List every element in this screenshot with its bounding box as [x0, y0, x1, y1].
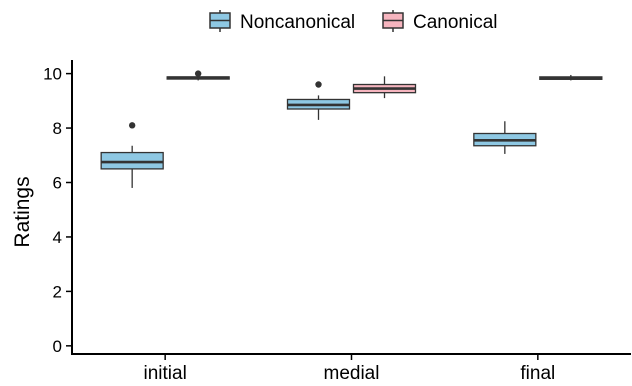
- y-tick-label: 6: [53, 174, 62, 193]
- y-tick-label: 8: [53, 119, 62, 138]
- x-tick-label: initial: [144, 363, 187, 381]
- legend-noncanonical-label: Noncanonical: [240, 12, 355, 33]
- box-canonical-medial: [352, 76, 417, 99]
- y-axis-ticks: 0 2 4 6 8 10: [43, 65, 72, 356]
- x-axis-ticks: initial medial final: [144, 354, 555, 384]
- legend-item-canonical: Canonical: [382, 10, 498, 33]
- outlier-point: [194, 70, 202, 77]
- box-body: [100, 151, 164, 170]
- outlier-point: [128, 122, 136, 129]
- y-axis-title: Ratings: [11, 176, 34, 247]
- box-canonical-final: [539, 74, 603, 81]
- legend-item-noncanonical: Noncanonical: [209, 10, 355, 33]
- legend-canonical-label: Canonical: [413, 12, 498, 33]
- box-canonical-initial: [166, 70, 230, 81]
- y-tick-label: 0: [53, 337, 62, 356]
- y-tick-label: 4: [53, 228, 62, 247]
- plot-area: [100, 70, 603, 188]
- outlier-point: [315, 81, 322, 88]
- x-tick-label: final: [520, 363, 555, 381]
- y-tick-label: 2: [53, 282, 62, 301]
- box-noncanonical-final: [473, 121, 537, 154]
- x-tick-label: medial: [324, 363, 380, 381]
- box-noncanonical-initial: [100, 122, 164, 188]
- y-tick-label: 10: [43, 65, 62, 84]
- legend: Noncanonical Canonical: [209, 10, 498, 33]
- box-noncanonical-medial: [286, 81, 351, 120]
